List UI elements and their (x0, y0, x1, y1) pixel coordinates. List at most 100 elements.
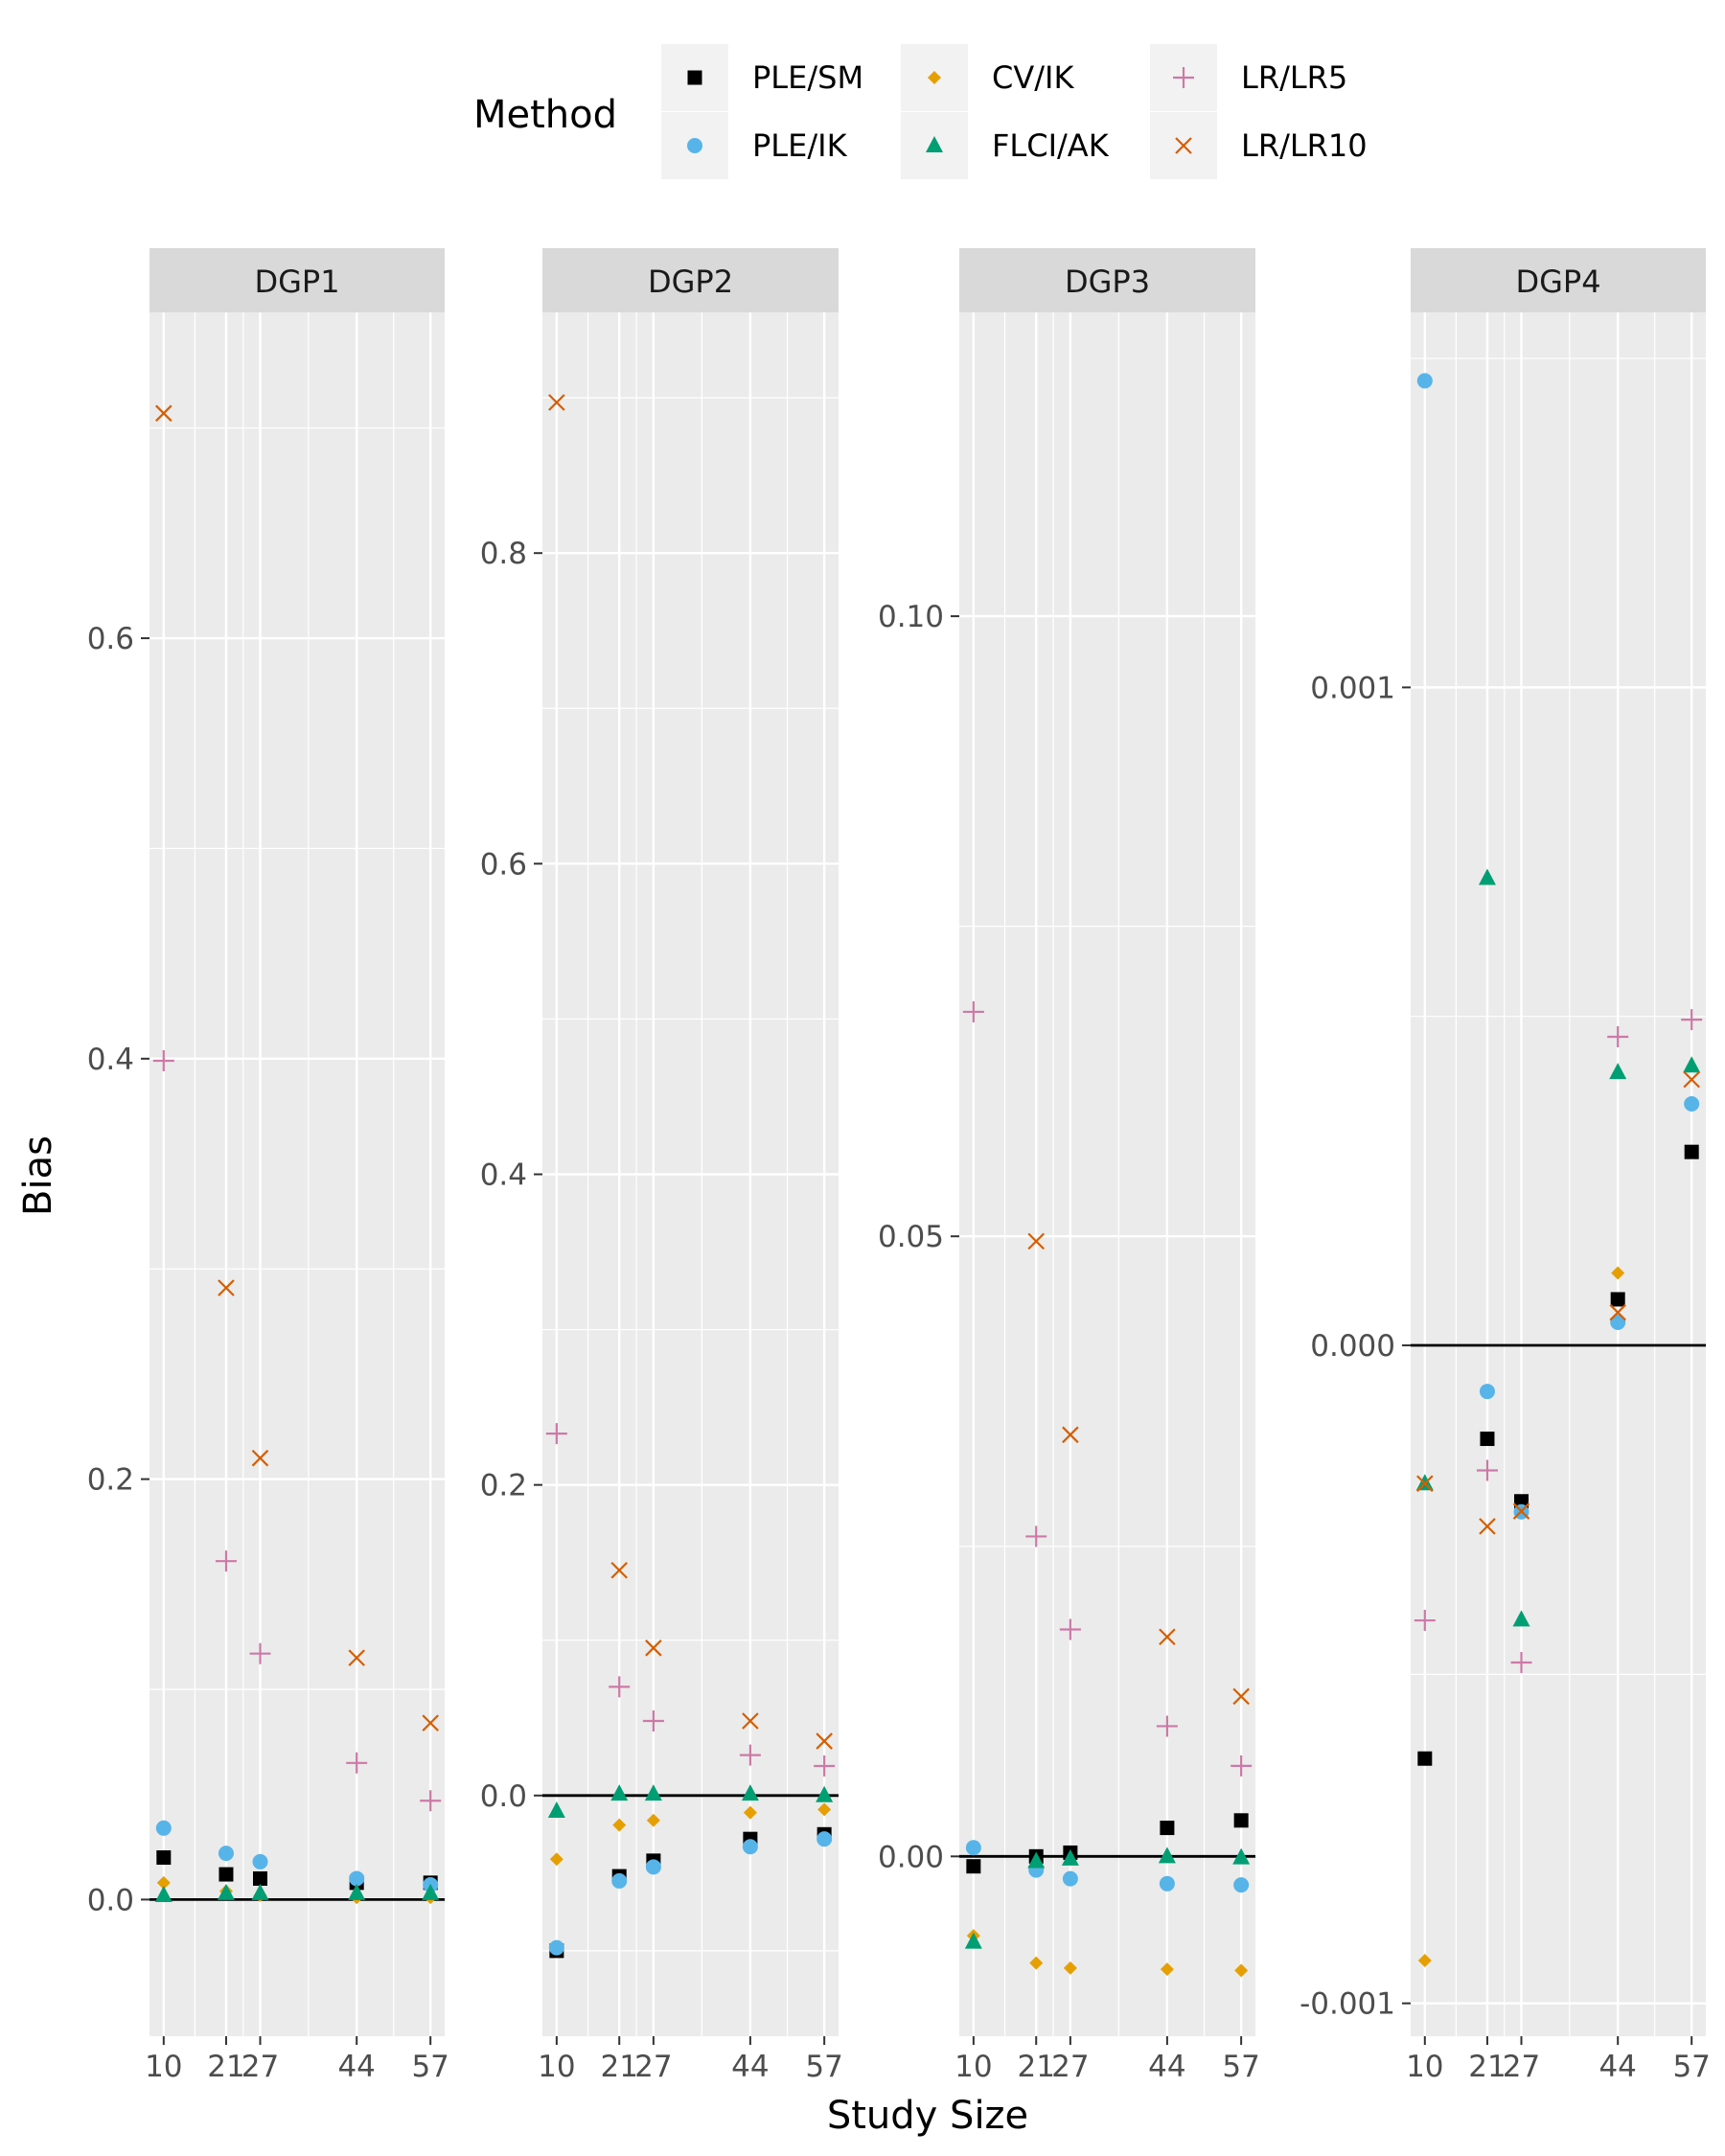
legend-entry: CV/IK (901, 44, 1074, 111)
data-point (962, 1000, 984, 1022)
x-tick-label: 27 (634, 2050, 672, 2084)
data-point (1160, 1821, 1175, 1836)
x-tick-label: 57 (1672, 2050, 1710, 2084)
data-point (1029, 1956, 1044, 1970)
y-tick-label: 0.0 (87, 1883, 134, 1917)
facet-strip (150, 248, 445, 312)
data-point (1416, 373, 1433, 389)
x-tick-label: 21 (1017, 2050, 1054, 2084)
panel-plot-area (1411, 312, 1706, 2036)
y-tick-label: 0.001 (1310, 671, 1395, 705)
y-tick-label: 0.6 (87, 622, 134, 656)
data-point (349, 1870, 365, 1887)
data-point (966, 1859, 981, 1874)
y-tick-label: 0.2 (87, 1463, 134, 1498)
y-tick-label: 0.8 (480, 537, 527, 571)
facet-strip (542, 248, 839, 312)
data-point (548, 394, 565, 411)
data-point (548, 1939, 564, 1956)
data-point (348, 1883, 366, 1900)
legend-key-cross-icon (1175, 137, 1192, 154)
data-point (743, 1805, 757, 1820)
data-point (817, 1802, 832, 1817)
data-point (1683, 1070, 1700, 1089)
series-cv-ik (1417, 1266, 1625, 1968)
y-tick-label: 0.4 (87, 1043, 134, 1077)
data-point (1416, 1475, 1434, 1492)
data-point (610, 1562, 628, 1579)
panel-background (150, 312, 445, 2036)
data-point (1062, 1870, 1078, 1887)
legend-key-triangle-icon (926, 136, 943, 152)
y-tick-label: 0.2 (480, 1469, 527, 1503)
facet-strip-label: DGP2 (648, 264, 733, 300)
panel-plot-area (150, 312, 445, 2036)
data-point (1512, 1502, 1530, 1520)
x-tick-label: 27 (242, 2050, 279, 2084)
legend-label: PLE/IK (752, 127, 848, 164)
data-point (1684, 1144, 1699, 1159)
facet-strip-label: DGP1 (254, 264, 339, 300)
facet-strip (959, 248, 1255, 312)
legend-entries: PLE/SM PLE/IK CV/IK FLCI/AK LR/LR5 LR/LR10 (661, 44, 1368, 179)
data-point (741, 1784, 759, 1801)
x-tick-label: 27 (1051, 2050, 1089, 2084)
data-point (422, 1714, 439, 1732)
x-tick-label: 27 (1503, 2050, 1540, 2084)
data-point (1476, 1459, 1498, 1481)
legend-entry: LR/LR5 (1150, 44, 1347, 111)
legend-entry: PLE/IK (661, 112, 848, 179)
data-point (218, 1867, 234, 1882)
x-tick-label: 57 (805, 2050, 842, 2084)
data-point (1607, 1025, 1629, 1047)
data-point (739, 1744, 761, 1766)
x-tick-label: 57 (411, 2050, 448, 2084)
series-lr-lr5 (545, 1423, 836, 1777)
data-point (215, 1550, 237, 1572)
series-lr-lr10 (1416, 1070, 1700, 1535)
data-point (1062, 1426, 1079, 1444)
data-point (1609, 1063, 1627, 1080)
data-point (422, 1883, 440, 1900)
data-point (1609, 1303, 1626, 1321)
y-tick-label: 0.05 (878, 1220, 944, 1254)
series-flci-ak (964, 1846, 1251, 1949)
data-point (155, 404, 172, 423)
data-point (644, 1784, 662, 1801)
data-point (1510, 1651, 1532, 1673)
data-point (1479, 1518, 1496, 1535)
data-point (1478, 868, 1496, 885)
legend-entry: PLE/SM (661, 44, 863, 111)
x-tick-label: 44 (731, 2050, 769, 2084)
legend-label: LR/LR10 (1241, 127, 1368, 164)
x-tick-label: 44 (1598, 2050, 1636, 2084)
data-point (1610, 1314, 1626, 1330)
y-tick-label: 0.6 (480, 847, 527, 882)
data-point (609, 1676, 631, 1698)
data-point (1063, 1961, 1077, 1975)
series-lr-lr10 (1027, 1232, 1250, 1706)
y-tick-label: 0.00 (878, 1840, 944, 1874)
panel-plot-area (542, 312, 839, 2036)
data-point (420, 1790, 442, 1812)
data-point (348, 1649, 365, 1666)
data-point (1232, 1847, 1251, 1865)
legend-key-square-icon (687, 70, 702, 85)
data-point (645, 1640, 662, 1657)
series-flci-ak (547, 1784, 834, 1818)
legend-key-plus-icon (1173, 67, 1194, 88)
data-point (1512, 1610, 1530, 1627)
data-point (547, 1800, 565, 1818)
panel-plot-area (959, 312, 1255, 2036)
legend-entry: FLCI/AK (901, 112, 1110, 179)
y-tick-label: 0.000 (1310, 1329, 1395, 1364)
data-point (251, 1449, 269, 1467)
data-point (816, 1732, 833, 1750)
data-point (1681, 1009, 1703, 1031)
data-point (1027, 1232, 1045, 1250)
data-point (612, 1818, 627, 1832)
facet-strip-label: DGP4 (1515, 264, 1600, 300)
